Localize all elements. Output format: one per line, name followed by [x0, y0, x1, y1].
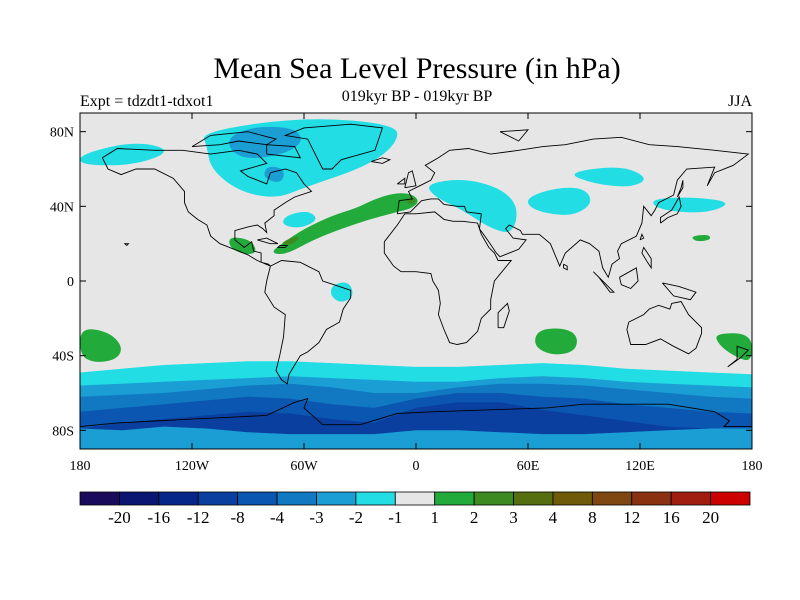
- anomaly-region-12: [429, 180, 517, 232]
- colorbar-box: [670, 491, 711, 506]
- coastline-18: [727, 345, 750, 368]
- colorbar-label: -12: [187, 508, 210, 527]
- axis-ticks: 80N 40N 0 40S 80S 180 120W 60W 0 60E 120E 180: [50, 113, 763, 474]
- colorbar-label: 8: [588, 508, 597, 527]
- colorbar-box: [316, 491, 357, 506]
- colorbar-box: [276, 491, 317, 506]
- coastline-12: [662, 282, 697, 301]
- coastline-5: [283, 123, 384, 170]
- coastline-7: [397, 177, 406, 185]
- coastline-0: [101, 148, 313, 267]
- anomaly-region-16: [80, 143, 164, 166]
- coastline-4: [626, 300, 703, 355]
- anomaly-region-11: [283, 211, 316, 228]
- colorbar-label: 3: [509, 508, 518, 527]
- colorbar-label: 20: [702, 508, 719, 527]
- coastline-14: [276, 245, 289, 248]
- anomaly-region-17: [330, 282, 353, 302]
- experiment-label: Expt = tdzdt1-tdxot1: [80, 93, 214, 110]
- lat-tick-label: 80S: [52, 424, 74, 439]
- colorbar-label: -8: [231, 508, 245, 527]
- colorbar-box: [355, 491, 396, 506]
- lat-tick-label: 40S: [52, 350, 74, 365]
- anomaly-region-0: [273, 193, 418, 255]
- coastline-17: [266, 144, 302, 159]
- anomaly-region-14: [574, 167, 644, 187]
- chart-subtitle: 019kyr BP - 019kyr BP: [341, 88, 493, 105]
- lat-tick-label: 40N: [50, 200, 74, 215]
- lon-tick-label: 180: [742, 459, 763, 474]
- coastline-11: [619, 267, 639, 290]
- coastline-24: [563, 263, 568, 271]
- anomaly-region-1: [282, 236, 299, 245]
- colorbar-box: [473, 491, 514, 506]
- coastline-19: [499, 129, 530, 142]
- colorbar-label: -16: [147, 508, 170, 527]
- colorbar-box: [434, 491, 475, 506]
- colorbar-label: -3: [309, 508, 323, 527]
- colorbar-label: 2: [470, 508, 479, 527]
- colorbar-box: [513, 491, 554, 506]
- season-label: JJA: [727, 93, 752, 110]
- colorbar-label: -2: [349, 508, 363, 527]
- colorbar-box: [197, 491, 239, 506]
- colorbar-box: [552, 491, 593, 506]
- anomaly-region-9: [229, 126, 301, 158]
- anomaly-region-5: [716, 333, 752, 361]
- colorbar-box: [591, 491, 633, 506]
- coastline-6: [404, 170, 417, 189]
- lon-tick-label: 60W: [290, 459, 318, 474]
- lat-tick-label: 80N: [50, 126, 74, 141]
- anomaly-region-4: [535, 328, 577, 355]
- anomaly-region-13: [528, 187, 591, 215]
- anomaly-region-6: [692, 235, 711, 242]
- colorbar-box: [79, 491, 120, 506]
- lon-tick-label: 60E: [517, 459, 540, 474]
- antarctic-band: [80, 426, 752, 449]
- coastline-3: [396, 136, 750, 279]
- colorbar-box: [158, 491, 199, 506]
- colorbar-label: -20: [108, 508, 131, 527]
- colorbar-label: -1: [388, 508, 402, 527]
- colorbar-box: [631, 491, 672, 506]
- coastline-1: [264, 260, 352, 385]
- coastline-15: [371, 157, 392, 164]
- coastline-20: [80, 397, 752, 428]
- colorbar-label: 1: [430, 508, 439, 527]
- coastline-13: [257, 237, 279, 245]
- colorbar-box: [119, 491, 160, 506]
- colorbar-label: -4: [270, 508, 285, 527]
- coastline-8: [660, 195, 682, 224]
- colorbar-box: [394, 491, 436, 506]
- anomaly-region-3: [80, 329, 121, 362]
- lon-tick-label: 0: [413, 459, 420, 474]
- chart-title: Mean Sea Level Pressure (in hPa): [213, 52, 621, 85]
- coastline-21: [676, 180, 684, 198]
- lat-tick-label: 0: [67, 275, 74, 290]
- colorbar-box: [237, 491, 278, 506]
- coastline-layer: [80, 123, 752, 428]
- coastline-25: [123, 243, 130, 246]
- lon-tick-label: 180: [70, 459, 91, 474]
- colorbar: -20 -16 -12 -8 -4 -3 -2 -1 1 2 3 4 8 12 16 20: [79, 491, 751, 527]
- coastline-22: [639, 233, 645, 241]
- colorbar-box: [710, 491, 751, 506]
- coastline-10: [592, 271, 615, 293]
- coastline-2: [383, 211, 513, 345]
- lon-tick-label: 120E: [625, 459, 655, 474]
- lon-tick-label: 120W: [175, 459, 210, 474]
- coastline-16: [191, 131, 278, 148]
- anomaly-region-15: [653, 197, 726, 213]
- coastline-23: [641, 246, 652, 270]
- colorbar-label: 4: [549, 508, 558, 527]
- colorbar-label: 12: [623, 508, 640, 527]
- colorbar-label: 16: [663, 508, 680, 527]
- coastline-9: [497, 302, 510, 329]
